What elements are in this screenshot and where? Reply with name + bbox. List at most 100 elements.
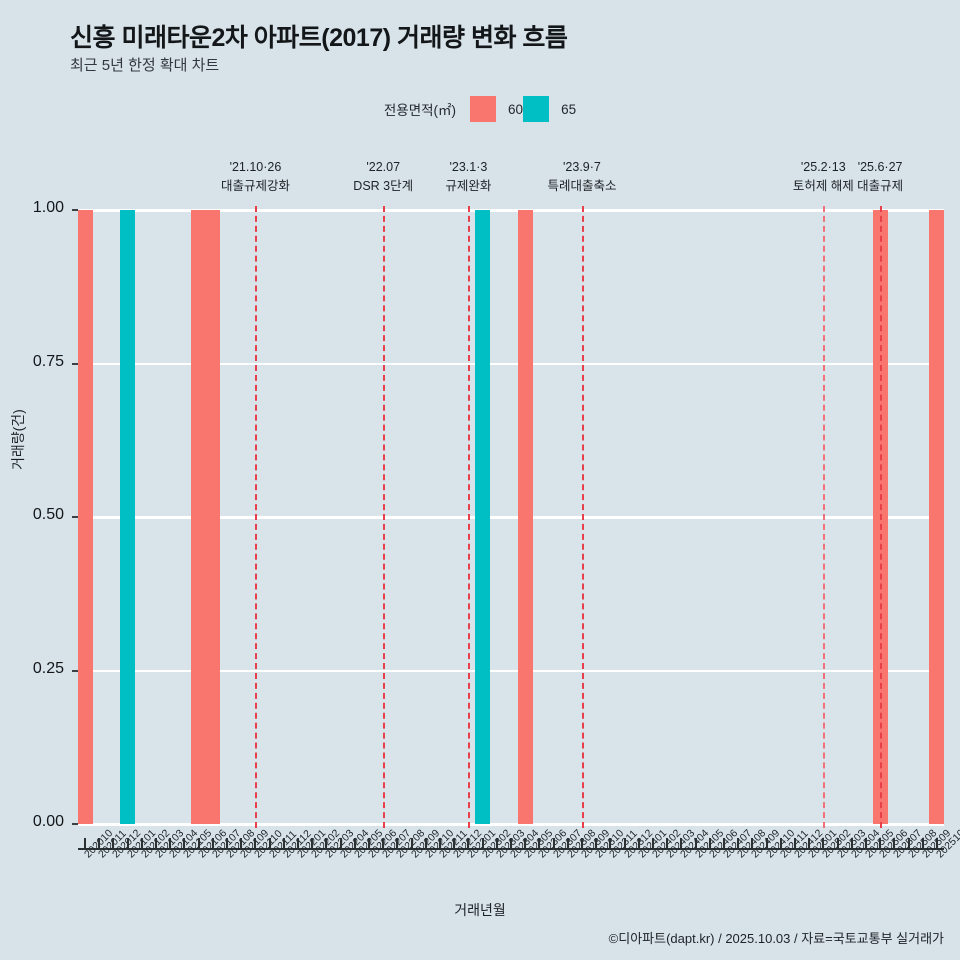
x-tick-mark [311, 838, 314, 849]
gridline [78, 362, 944, 365]
event-text: 특례대출축소 [547, 179, 617, 194]
x-tick-mark [580, 838, 583, 849]
bar-60-202010[interactable] [77, 210, 93, 824]
x-tick-mark [183, 838, 186, 849]
x-tick-mark [637, 838, 640, 849]
x-tick-mark [424, 838, 427, 849]
y-tick-mark [72, 669, 78, 672]
x-tick-mark [595, 838, 598, 849]
gridline [78, 823, 944, 826]
event-label-202207: '22.07 DSR 3단계 [308, 158, 458, 197]
x-tick-mark [453, 838, 456, 849]
bar-60-202305[interactable] [517, 210, 533, 824]
event-date: '23.9·7 [563, 160, 601, 174]
y-tick-mark [72, 516, 78, 518]
bar-65-202302[interactable] [475, 210, 491, 824]
x-tick-mark [836, 838, 839, 849]
x-axis-line [78, 848, 944, 850]
gridline [78, 209, 944, 212]
y-tick-label: 0.50 [32, 506, 64, 523]
event-line-202506 [880, 206, 883, 828]
gridline [78, 669, 944, 672]
x-tick-mark [538, 838, 541, 849]
x-tick-mark [410, 838, 413, 849]
x-tick-mark [552, 838, 555, 849]
x-tick-mark [822, 838, 825, 849]
x-tick-mark [808, 838, 811, 849]
x-tick-mark [353, 838, 356, 849]
x-tick-mark [325, 838, 328, 849]
y-tick-label: 0.25 [32, 659, 64, 677]
event-label-202110: '21.10·26 대출규제강화 [180, 158, 330, 197]
x-tick-mark [694, 838, 697, 849]
x-tick-mark [935, 838, 938, 849]
x-tick-mark [112, 838, 115, 849]
legend-swatch-60 [470, 96, 497, 122]
event-text: 대출규제강화 [220, 179, 290, 194]
x-tick-mark [282, 838, 285, 849]
x-tick-mark [779, 838, 782, 849]
plot-area [77, 209, 945, 826]
legend-swatch-65 [523, 96, 550, 122]
x-tick-mark [211, 838, 214, 849]
event-line-202309 [581, 206, 584, 828]
bar-60-202107[interactable] [205, 210, 221, 824]
gridline [78, 516, 944, 519]
legend-item-60[interactable]: 60 [470, 96, 523, 122]
x-tick-mark [708, 838, 711, 849]
x-tick-mark [907, 838, 910, 849]
x-tick-mark [254, 838, 257, 849]
event-line-202502 [823, 206, 826, 828]
event-label-202309: '23.9·7 특례대출축소 [507, 158, 657, 197]
event-label-202301: '23.1·3 규제완화 [393, 158, 543, 197]
x-tick-mark [609, 838, 612, 849]
x-tick-mark [666, 838, 669, 849]
event-text: 토허제 해제 [792, 179, 854, 194]
y-tick-label: 0.00 [32, 813, 64, 830]
x-tick-mark [126, 838, 129, 849]
event-label-202502: '25.2·13 토허제 해제 [748, 158, 898, 197]
x-tick-mark [793, 838, 796, 849]
legend-label-60: 60 [508, 101, 524, 117]
event-text: 대출규제 [857, 179, 904, 194]
y-tick-mark [72, 362, 78, 365]
legend-title: 전용면적(㎡) [383, 103, 457, 118]
event-text: 규제완화 [445, 179, 492, 194]
x-tick-mark [524, 838, 527, 849]
y-tick-label: 1.00 [32, 199, 64, 216]
event-text: DSR 3단계 [353, 179, 414, 194]
x-tick-mark [155, 838, 158, 849]
chart-legend: 전용면적(㎡) 60 65 [0, 96, 960, 122]
event-date: '21.10·26 [229, 160, 282, 174]
x-tick-mark [98, 838, 101, 849]
y-tick-mark [72, 209, 78, 211]
event-date: '23.1·3 [449, 160, 488, 174]
x-tick-mark [651, 838, 654, 849]
footer-credit: ©디아파트(dapt.kr) / 2025.10.03 / 자료=국토교통부 실… [608, 931, 944, 946]
bar-60-202106[interactable] [191, 210, 207, 824]
legend-item-65[interactable]: 65 [523, 96, 576, 122]
x-tick-mark [467, 838, 470, 849]
event-date: '25.2·13 [800, 160, 846, 174]
x-tick-mark [893, 838, 896, 849]
bar-60-202510[interactable] [929, 210, 945, 824]
page-subtitle: 최근 5년 한정 확대 차트 [70, 57, 220, 74]
x-tick-mark [765, 838, 768, 849]
y-tick-mark [72, 823, 78, 825]
x-tick-mark [481, 838, 484, 849]
event-line-202110 [255, 206, 258, 828]
x-tick-mark [879, 838, 882, 849]
page-title: 신흥 미래타운2차 아파트(2017) 거래량 변화 흐름 [70, 24, 568, 52]
x-tick-mark [169, 838, 172, 849]
x-tick-mark [566, 838, 569, 849]
x-tick-mark [268, 838, 271, 849]
x-tick-mark [850, 838, 853, 849]
x-tick-mark [197, 838, 200, 849]
event-date: '22.07 [366, 160, 401, 174]
x-tick-mark [751, 838, 754, 849]
bar-65-202101[interactable] [120, 210, 136, 824]
x-tick-mark [140, 838, 143, 849]
x-tick-mark [737, 838, 740, 849]
event-line-202207 [383, 206, 386, 828]
